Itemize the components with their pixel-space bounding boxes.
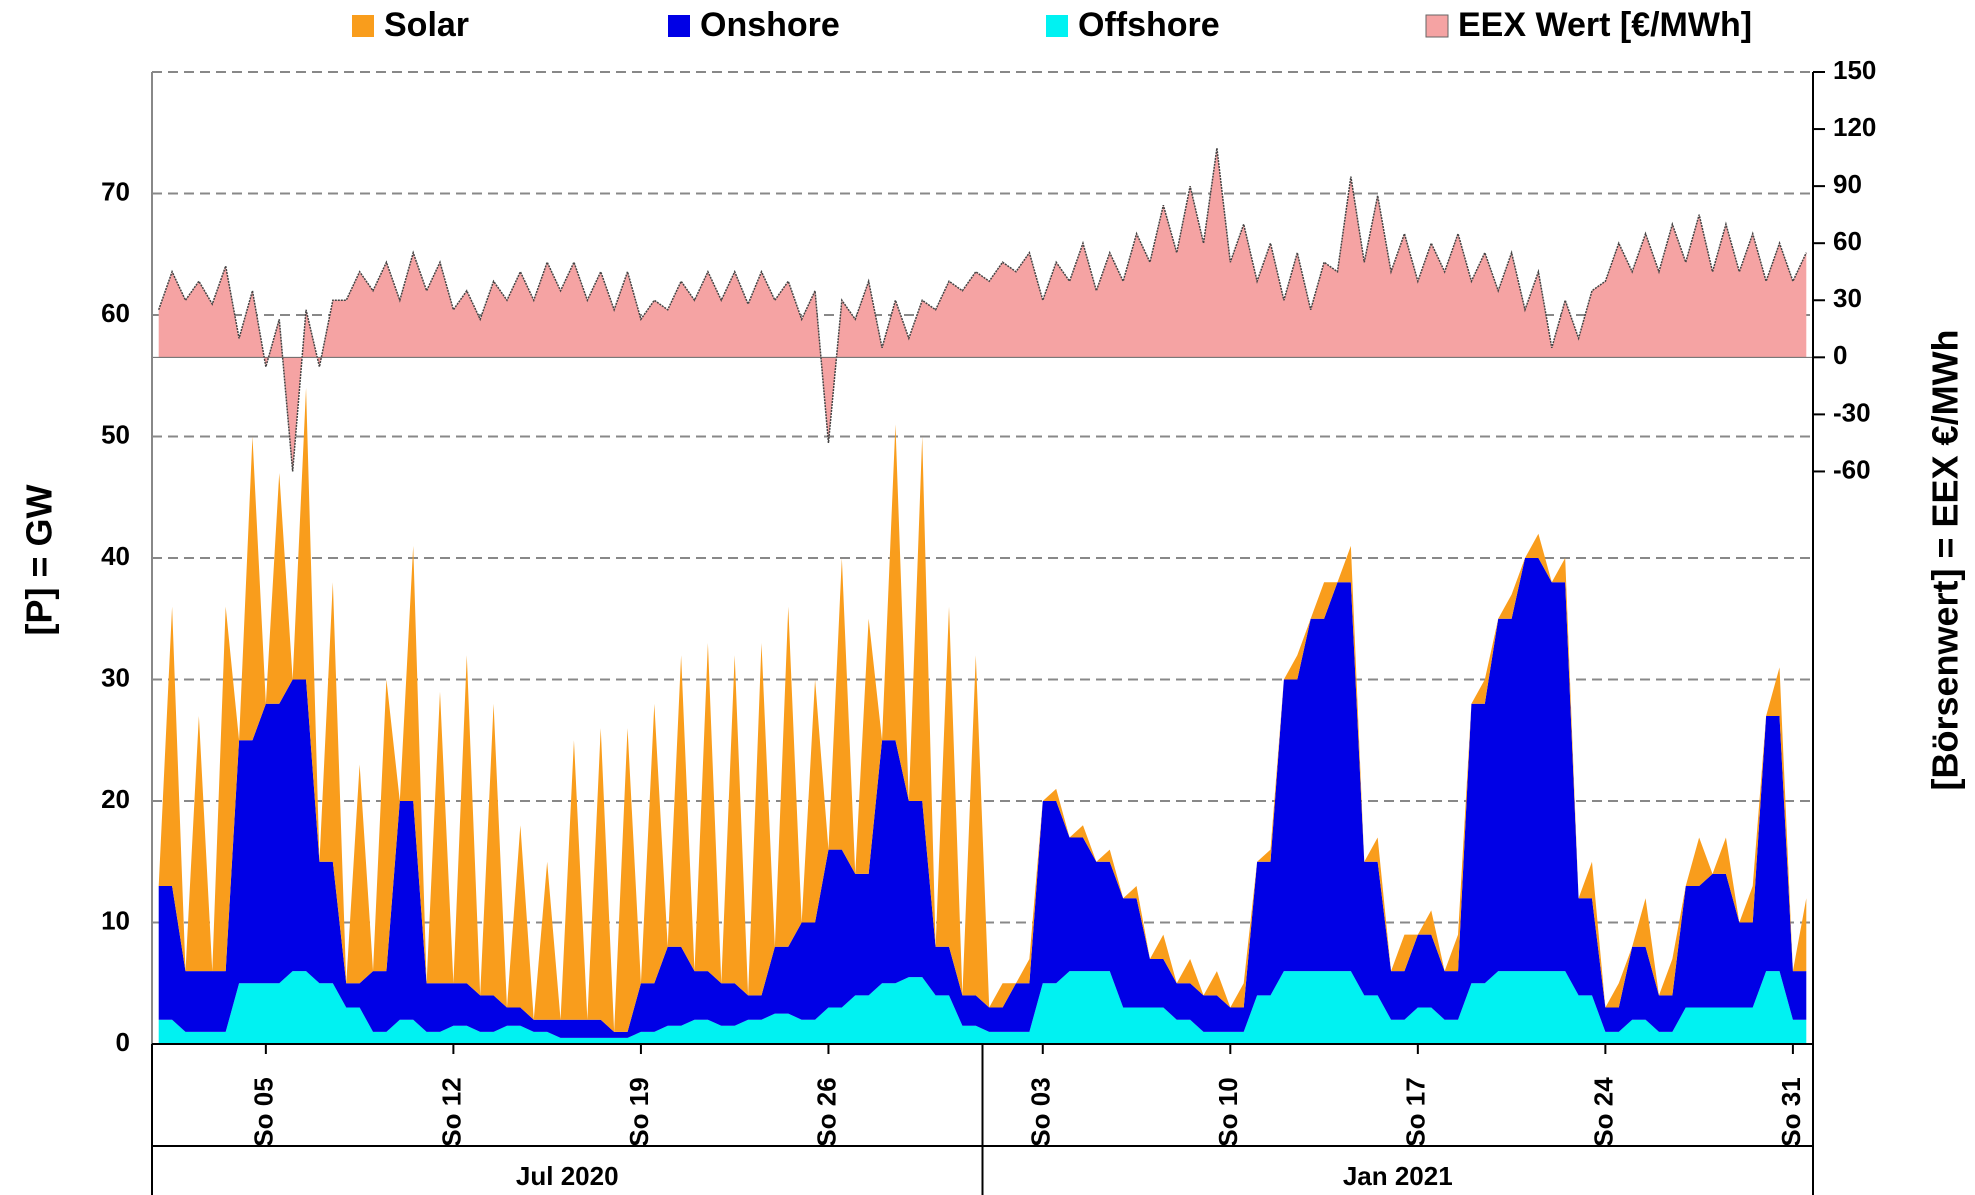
x-tick-label: So 26 xyxy=(811,1077,841,1146)
legend-swatch xyxy=(668,15,690,37)
y2-tick-label: -30 xyxy=(1833,397,1871,427)
y2-tick-label: 30 xyxy=(1833,283,1862,313)
group-label: Jan 2021 xyxy=(1343,1161,1453,1191)
y-tick-label: 30 xyxy=(101,662,130,692)
legend-label: EEX Wert [€/MWh] xyxy=(1458,6,1752,44)
x-tick-label: So 19 xyxy=(624,1077,654,1146)
y2-tick-label: 90 xyxy=(1833,169,1862,199)
x-tick-label: So 10 xyxy=(1213,1077,1243,1146)
x-tick-label: So 17 xyxy=(1401,1077,1431,1146)
y-tick-label: 10 xyxy=(101,905,130,935)
y2-axis-title: [Börsenwert] = EEX €/MWh xyxy=(1925,329,1966,790)
price-area xyxy=(158,148,1807,472)
y-axis-title: [P] = GW xyxy=(19,484,60,635)
y-tick-label: 20 xyxy=(101,784,130,814)
legend-label: Solar xyxy=(384,6,469,44)
y-tick-label: 40 xyxy=(101,541,130,571)
x-tick-label: So 31 xyxy=(1776,1077,1806,1146)
legend-swatch xyxy=(1046,15,1068,37)
legend-swatch xyxy=(1425,14,1449,38)
y2-tick-label: -60 xyxy=(1833,454,1871,484)
x-tick-label: So 03 xyxy=(1026,1077,1056,1146)
x-tick-label: So 12 xyxy=(436,1077,466,1146)
x-tick-label: So 24 xyxy=(1588,1077,1618,1147)
y2-tick-label: 60 xyxy=(1833,226,1862,256)
price-line xyxy=(157,147,1807,472)
y2-tick-label: 0 xyxy=(1833,340,1847,370)
y-tick-label: 70 xyxy=(101,176,130,206)
legend-swatch xyxy=(352,15,374,37)
legend-label: Offshore xyxy=(1078,6,1220,44)
y2-tick-label: 120 xyxy=(1833,112,1876,142)
x-tick-label: So 05 xyxy=(249,1077,279,1146)
area xyxy=(158,387,1807,1032)
area xyxy=(158,971,1807,1044)
y-tick-label: 0 xyxy=(116,1027,130,1057)
area xyxy=(158,558,1807,1038)
y2-tick-label: 150 xyxy=(1833,55,1876,85)
y-tick-label: 60 xyxy=(101,298,130,328)
group-label: Jul 2020 xyxy=(516,1161,619,1191)
y-tick-label: 50 xyxy=(101,419,130,449)
legend-label: Onshore xyxy=(700,6,840,44)
